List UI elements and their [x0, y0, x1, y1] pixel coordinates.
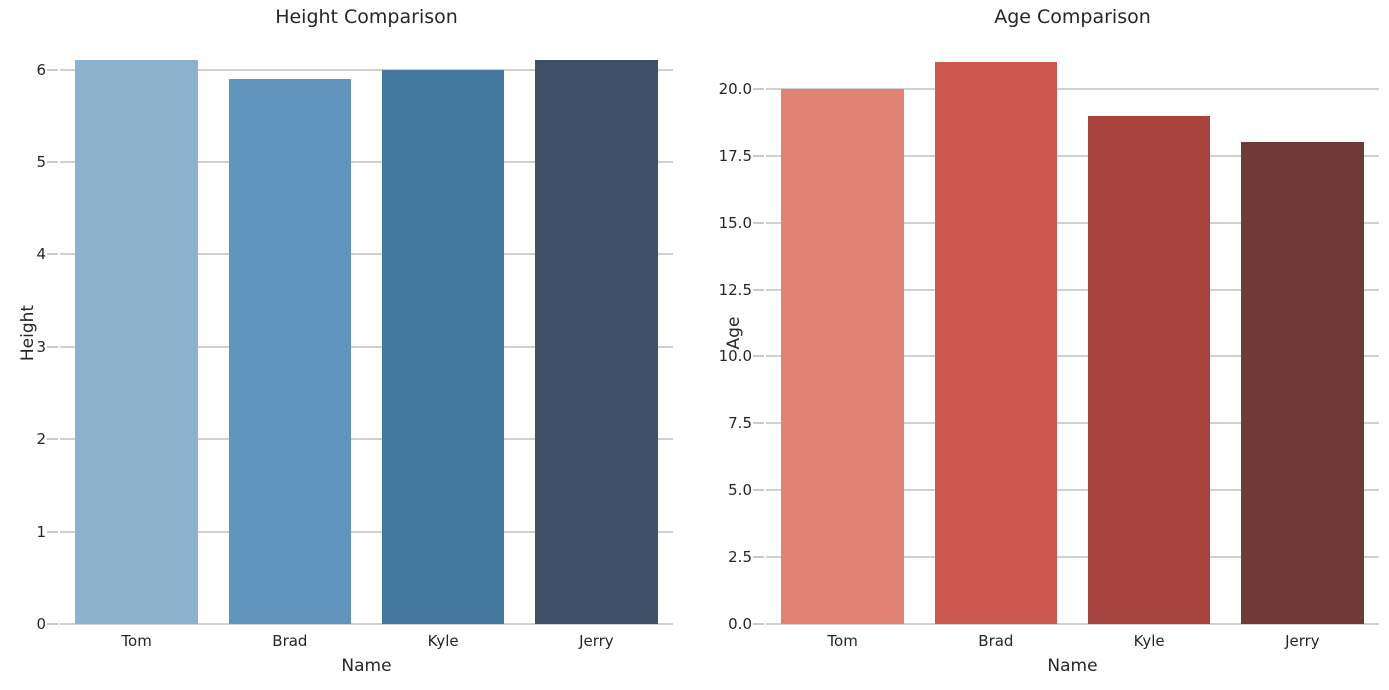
- gridline: [60, 530, 673, 533]
- y-axis-label: Age: [724, 316, 744, 350]
- y-tick-label: 12.5: [718, 280, 752, 299]
- subplot-height-comparison: Height Comparison Height 0 1 2 3 4 5 6 Tom Brad K…: [18, 0, 673, 690]
- plot-area: 0.0 2.5 5.0 7.5 10.0 12.5 15.0 17.5 20.0 Tom Brad K…: [719, 42, 1379, 650]
- y-tick-mark: [753, 87, 764, 90]
- y-tick-mark: [753, 288, 764, 291]
- y-tick-label: 5: [36, 153, 46, 172]
- y-tick-label: 5.0: [728, 481, 752, 500]
- x-tick-label-kyle: Kyle: [1133, 632, 1165, 650]
- y-tick-label: 6: [36, 60, 46, 79]
- gridline: [60, 345, 673, 348]
- chart-title: Age Comparison: [994, 6, 1151, 28]
- gridline: [766, 87, 1379, 90]
- gridline: [766, 154, 1379, 157]
- gridline: [766, 422, 1379, 425]
- y-tick-label: 0.0: [728, 615, 752, 633]
- x-tick-label-tom: Tom: [827, 632, 858, 650]
- y-tick-label: 4: [36, 245, 46, 264]
- y-tick-mark: [753, 489, 764, 492]
- y-tick-mark: [753, 556, 764, 559]
- y-tick-label: 3: [36, 337, 46, 356]
- gridline: [766, 556, 1379, 559]
- gridline: [60, 438, 673, 441]
- x-tick-label-tom: Tom: [121, 632, 152, 650]
- bar-tom: [75, 60, 198, 624]
- y-tick-mark: [47, 623, 58, 625]
- y-tick-label: 2: [36, 430, 46, 449]
- bar-brad: [934, 62, 1058, 624]
- bar-jerry: [1241, 142, 1364, 624]
- chart-title: Height Comparison: [275, 6, 458, 28]
- gridline: [766, 288, 1379, 291]
- x-axis-label: Name: [1047, 656, 1098, 676]
- y-tick-mark: [753, 355, 764, 358]
- bar-jerry: [535, 60, 658, 624]
- x-tick-label-jerry: Jerry: [1285, 632, 1320, 650]
- bar-kyle: [381, 69, 505, 624]
- gridline: [60, 623, 673, 625]
- y-tick-mark: [753, 623, 764, 625]
- y-tick-label: 1: [36, 522, 46, 541]
- y-tick-label: 10.0: [718, 347, 752, 366]
- y-tick-label: 7.5: [728, 414, 752, 433]
- gridline: [60, 161, 673, 164]
- y-tick-mark: [47, 345, 58, 348]
- y-tick-mark: [753, 221, 764, 224]
- y-tick-mark: [753, 422, 764, 425]
- y-tick-mark: [47, 68, 58, 71]
- x-tick-label-brad: Brad: [272, 632, 308, 650]
- gridline: [60, 68, 673, 71]
- gridline: [766, 221, 1379, 224]
- x-tick-label-brad: Brad: [978, 632, 1014, 650]
- y-tick-label: 17.5: [718, 146, 752, 165]
- y-tick-label: 20.0: [718, 79, 752, 98]
- y-tick-label: 0: [36, 615, 46, 633]
- subplot-age-comparison: Age Comparison Age 0.0 2.5 5.0 7.5 10.0 12.5 1…: [719, 0, 1379, 690]
- bar-tom: [781, 88, 904, 624]
- y-tick-mark: [47, 438, 58, 441]
- plot-area: 0 1 2 3 4 5 6 Tom Brad Kyle Jerry: [36, 42, 673, 650]
- y-tick-mark: [47, 530, 58, 533]
- y-tick-mark: [753, 154, 764, 157]
- x-tick-label-jerry: Jerry: [579, 632, 614, 650]
- x-tick-label-kyle: Kyle: [427, 632, 459, 650]
- gridline: [766, 623, 1379, 625]
- gridline: [766, 489, 1379, 492]
- y-tick-label: 2.5: [728, 548, 752, 567]
- gridline: [60, 253, 673, 256]
- bar-kyle: [1087, 115, 1211, 624]
- y-tick-label: 15.0: [718, 213, 752, 232]
- y-tick-mark: [47, 253, 58, 256]
- gridline: [766, 355, 1379, 358]
- y-tick-mark: [47, 161, 58, 164]
- bar-brad: [228, 78, 352, 624]
- x-axis-label: Name: [341, 656, 392, 676]
